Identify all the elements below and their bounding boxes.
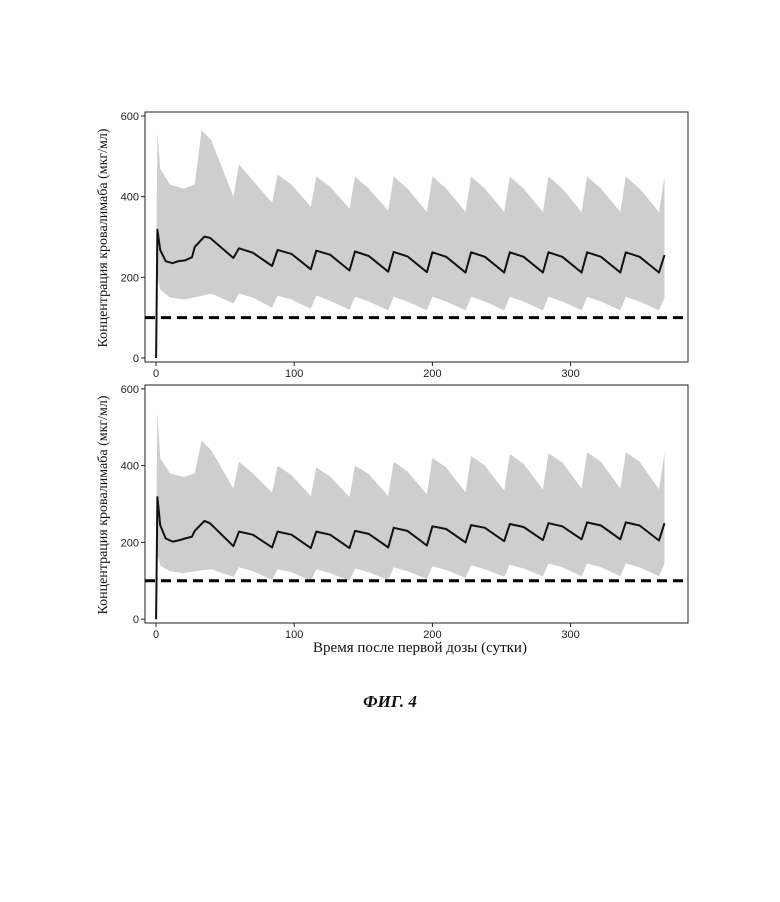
chart-panel-top: Концентрация кровалимаба (мкг/мл) 0 200 40… xyxy=(96,111,688,380)
interval-band xyxy=(156,412,664,619)
x-tick-label: 100 xyxy=(285,368,303,380)
y-tick-label: 400 xyxy=(121,461,139,473)
y-tick-label: 200 xyxy=(121,537,139,549)
interval-band xyxy=(156,130,664,358)
y-tick-label: 600 xyxy=(121,111,139,123)
x-tick-label: 200 xyxy=(423,368,441,380)
chart-panel-bottom: Концентрация кровалимаба (мкг/мл) 0 200 40… xyxy=(96,384,688,641)
x-tick-label: 0 xyxy=(153,368,159,380)
x-tick-label: 300 xyxy=(561,368,579,380)
figure-caption: ФИГ. 4 xyxy=(363,692,417,711)
x-tick-label: 300 xyxy=(561,629,579,641)
x-tick-label: 100 xyxy=(285,629,303,641)
y-tick-label: 400 xyxy=(121,192,139,204)
y-axis-label: Концентрация кровалимаба (мкг/мл) xyxy=(96,128,111,347)
y-tick-label: 200 xyxy=(121,272,139,284)
y-tick-label: 600 xyxy=(121,384,139,396)
y-axis-label: Концентрация кровалимаба (мкг/мл) xyxy=(96,395,111,614)
y-tick-label: 0 xyxy=(133,614,139,626)
x-axis-label: Время после первой дозы (сутки) xyxy=(313,640,527,656)
y-tick-label: 0 xyxy=(133,353,139,365)
x-tick-label: 0 xyxy=(153,629,159,641)
